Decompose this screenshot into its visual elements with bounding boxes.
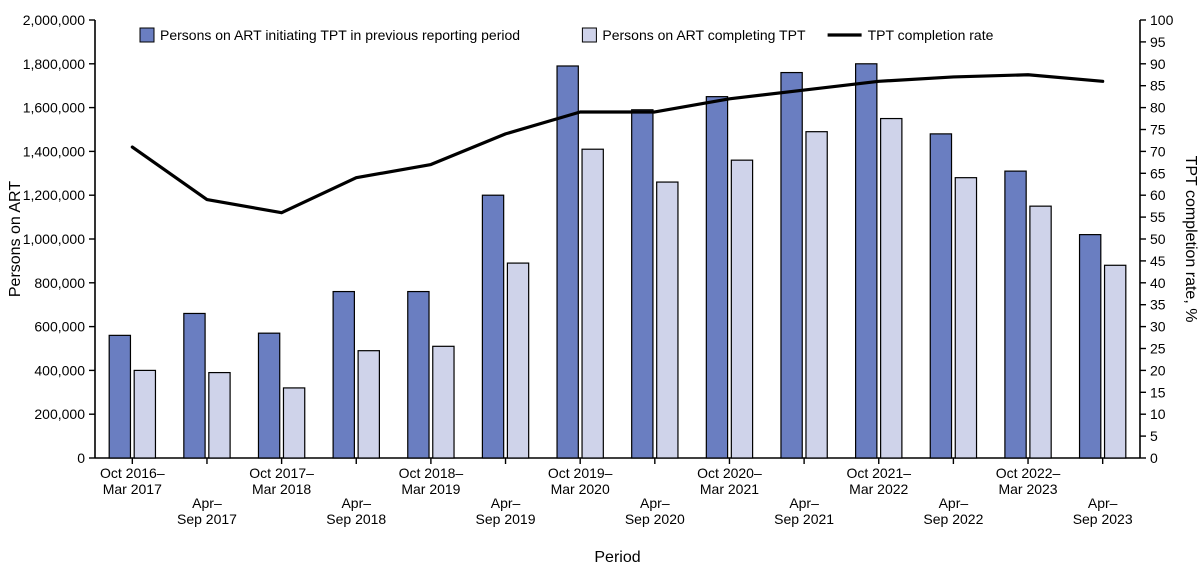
bar-completing bbox=[283, 388, 304, 458]
y-left-tick-label: 1,200,000 bbox=[23, 187, 85, 203]
x-tick-label: Sep 2021 bbox=[774, 511, 834, 527]
y-right-tick-label: 70 bbox=[1150, 143, 1166, 159]
y-right-tick-label: 15 bbox=[1150, 384, 1166, 400]
x-axis-label: Period bbox=[594, 549, 640, 566]
y-right-tick-label: 75 bbox=[1150, 122, 1166, 138]
x-tick-label: Apr– bbox=[1088, 495, 1118, 511]
bar-completing bbox=[209, 373, 230, 458]
x-tick-label: Apr– bbox=[192, 495, 222, 511]
y-right-axis-label: TPT completion rate, % bbox=[1182, 156, 1199, 323]
bar-completing bbox=[582, 149, 603, 458]
bar-completing bbox=[881, 119, 902, 458]
bar-completing bbox=[1030, 206, 1051, 458]
y-left-tick-label: 1,000,000 bbox=[23, 231, 85, 247]
legend-label: TPT completion rate bbox=[868, 27, 994, 43]
x-tick-label: Oct 2022– bbox=[996, 465, 1061, 481]
bar-completing bbox=[955, 178, 976, 458]
y-left-tick-label: 800,000 bbox=[34, 275, 85, 291]
bar-initiating bbox=[706, 97, 727, 458]
y-right-tick-label: 50 bbox=[1150, 231, 1166, 247]
chart-container: 0 200,000 400,000 600,000 800,000 1,000,000 1,… bbox=[0, 0, 1200, 574]
x-tick-label: Mar 2022 bbox=[849, 481, 908, 497]
legend-label: Persons on ART initiating TPT in previou… bbox=[160, 27, 520, 43]
bar-initiating bbox=[557, 66, 578, 458]
x-tick-label: Oct 2018– bbox=[399, 465, 464, 481]
bar-initiating bbox=[408, 292, 429, 458]
bar-initiating bbox=[184, 313, 205, 458]
y-left-tick-label: 0 bbox=[77, 450, 85, 466]
x-tick-label: Mar 2018 bbox=[252, 481, 311, 497]
bar-initiating bbox=[1080, 235, 1101, 458]
y-left-tick-label: 1,600,000 bbox=[23, 100, 85, 116]
x-tick-label: Oct 2016– bbox=[100, 465, 165, 481]
x-tick-label: Apr– bbox=[491, 495, 521, 511]
bar-completing bbox=[433, 346, 454, 458]
x-tick-label: Sep 2020 bbox=[625, 511, 685, 527]
bar-completing bbox=[134, 370, 155, 458]
y-right-tick-label: 100 bbox=[1150, 12, 1174, 28]
y-right-tick-label: 0 bbox=[1150, 450, 1158, 466]
y-right-tick-label: 65 bbox=[1150, 165, 1166, 181]
y-left-axis-label: Persons on ART bbox=[7, 181, 24, 297]
legend-label: Persons on ART completing TPT bbox=[602, 27, 806, 43]
x-tick-label: Mar 2017 bbox=[103, 481, 162, 497]
bar-completing bbox=[358, 351, 379, 458]
y-right-tick-label: 25 bbox=[1150, 341, 1166, 357]
y-right-tick-label: 45 bbox=[1150, 253, 1166, 269]
y-right-tick-label: 40 bbox=[1150, 275, 1166, 291]
x-tick-label: Sep 2023 bbox=[1073, 511, 1133, 527]
y-right-tick-label: 90 bbox=[1150, 56, 1166, 72]
x-tick-label: Apr– bbox=[789, 495, 819, 511]
y-left-tick-label: 1,800,000 bbox=[23, 56, 85, 72]
x-tick-label: Sep 2022 bbox=[923, 511, 983, 527]
y-left-tick-label: 2,000,000 bbox=[23, 12, 85, 28]
bar-completing bbox=[657, 182, 678, 458]
y-right-tick-label: 85 bbox=[1150, 78, 1166, 94]
y-right-tick-label: 55 bbox=[1150, 209, 1166, 225]
x-tick-label: Oct 2017– bbox=[249, 465, 314, 481]
bar-initiating bbox=[856, 64, 877, 458]
x-tick-label: Mar 2019 bbox=[401, 481, 460, 497]
y-left-tick-label: 400,000 bbox=[34, 362, 85, 378]
x-tick-label: Sep 2017 bbox=[177, 511, 237, 527]
bar-completing bbox=[1105, 265, 1126, 458]
x-tick-label: Apr– bbox=[640, 495, 670, 511]
legend: Persons on ART initiating TPT in previou… bbox=[140, 27, 994, 43]
y-left-tick-label: 1,400,000 bbox=[23, 143, 85, 159]
legend-swatch bbox=[140, 28, 154, 42]
x-tick-label: Sep 2018 bbox=[326, 511, 386, 527]
y-right-tick-label: 95 bbox=[1150, 34, 1166, 50]
y-right-tick-label: 5 bbox=[1150, 428, 1158, 444]
y-right-tick-label: 35 bbox=[1150, 297, 1166, 313]
x-tick-label: Apr– bbox=[939, 495, 969, 511]
x-tick-label: Oct 2021– bbox=[846, 465, 911, 481]
x-tick-label: Oct 2020– bbox=[697, 465, 762, 481]
y-right-tick-label: 20 bbox=[1150, 362, 1166, 378]
bar-initiating bbox=[333, 292, 354, 458]
bar-initiating bbox=[632, 110, 653, 458]
x-tick-label: Mar 2020 bbox=[551, 481, 610, 497]
bar-initiating bbox=[109, 335, 130, 458]
bar-initiating bbox=[930, 134, 951, 458]
x-tick-label: Oct 2019– bbox=[548, 465, 613, 481]
chart-svg: 0 200,000 400,000 600,000 800,000 1,000,000 1,… bbox=[0, 0, 1200, 574]
legend-swatch bbox=[582, 28, 596, 42]
x-tick-label: Apr– bbox=[341, 495, 371, 511]
bar-initiating bbox=[781, 73, 802, 458]
bar-initiating bbox=[1005, 171, 1026, 458]
y-right-tick-label: 30 bbox=[1150, 319, 1166, 335]
x-tick-label: Sep 2019 bbox=[476, 511, 536, 527]
bar-initiating bbox=[258, 333, 279, 458]
x-tick-label: Mar 2021 bbox=[700, 481, 759, 497]
y-right-tick-label: 10 bbox=[1150, 406, 1166, 422]
y-left-tick-label: 600,000 bbox=[34, 319, 85, 335]
bar-completing bbox=[507, 263, 528, 458]
x-tick-label: Mar 2023 bbox=[998, 481, 1057, 497]
bar-completing bbox=[731, 160, 752, 458]
bar-initiating bbox=[482, 195, 503, 458]
bar-completing bbox=[806, 132, 827, 458]
y-right-tick-label: 80 bbox=[1150, 100, 1166, 116]
y-left-tick-label: 200,000 bbox=[34, 406, 85, 422]
y-right-tick-label: 60 bbox=[1150, 187, 1166, 203]
